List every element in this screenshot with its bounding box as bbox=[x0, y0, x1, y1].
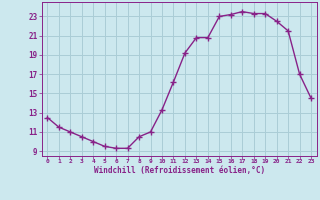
X-axis label: Windchill (Refroidissement éolien,°C): Windchill (Refroidissement éolien,°C) bbox=[94, 166, 265, 175]
